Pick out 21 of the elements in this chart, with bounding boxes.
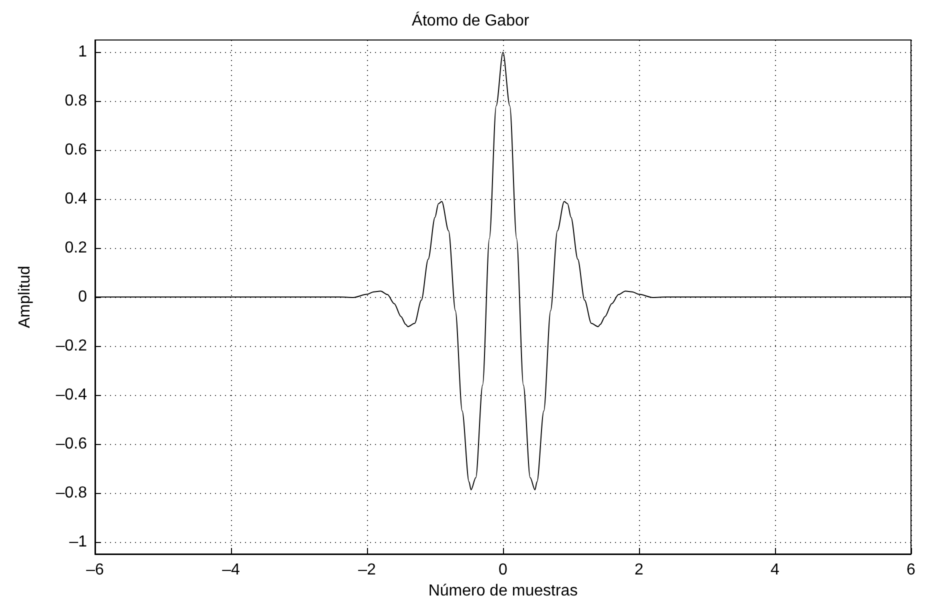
y-tick-label: 0.2	[64, 240, 88, 257]
y-axis-title: Amplitud	[16, 266, 34, 328]
x-tick-label: 0	[498, 562, 508, 578]
x-tick-label: –4	[222, 562, 240, 578]
chart-title: Átomo de Gabor	[412, 12, 530, 30]
y-tick-label: 0.4	[64, 190, 88, 208]
x-tick-label: –2	[358, 562, 376, 578]
y-tick-label: 0.6	[64, 142, 88, 159]
x-tick-label: –6	[86, 562, 104, 578]
x-tick-label: 2	[634, 562, 644, 578]
x-tick-label: 6	[906, 562, 916, 578]
x-tick-label: 4	[770, 562, 780, 578]
y-tick-label: 0.8	[64, 92, 88, 110]
y-tick-label: –0.2	[56, 337, 88, 354]
x-axis-title: Número de muestras	[428, 582, 578, 600]
y-tick-label: 0	[78, 288, 88, 306]
y-tick-label: –0.8	[56, 484, 88, 502]
y-tick-label: –1	[69, 533, 88, 550]
y-tick-label: –0.6	[56, 435, 88, 452]
y-tick-label: –0.4	[56, 386, 88, 404]
y-tick-label: 1	[78, 44, 88, 61]
